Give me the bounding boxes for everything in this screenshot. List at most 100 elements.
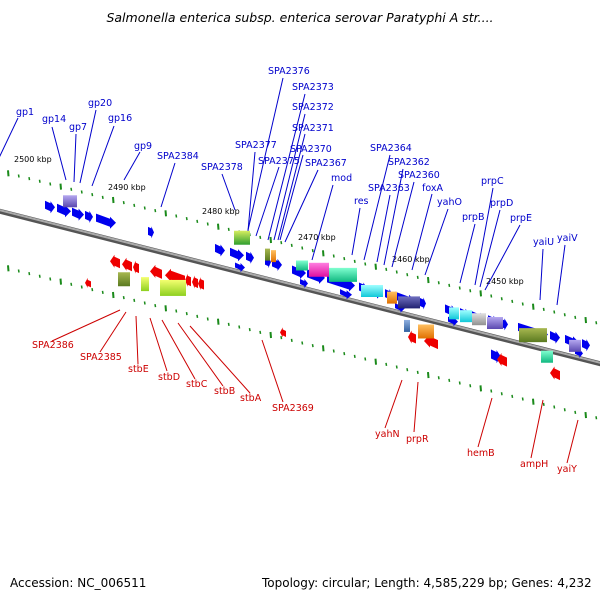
gene-label: SPA2384 [157, 151, 199, 162]
connector-line [135, 315, 139, 365]
connector-line [277, 133, 306, 241]
cog-box [487, 317, 503, 330]
gene-label: SPA2369 [272, 403, 314, 414]
tick-mark [206, 222, 209, 226]
connector-line [51, 309, 121, 342]
tick-mark [7, 170, 10, 177]
cog-box [63, 195, 77, 208]
tick-mark [185, 312, 188, 316]
connector-line [247, 77, 284, 231]
tick-mark [490, 294, 493, 298]
tick-mark [80, 190, 83, 194]
cog-box [329, 267, 357, 282]
tick-mark [374, 358, 377, 365]
gene-label: SPA2364 [370, 143, 412, 154]
connector-line [273, 113, 306, 241]
tick-mark [175, 214, 178, 218]
tick-mark [301, 246, 304, 250]
tick-mark [280, 336, 283, 340]
tick-mark [574, 410, 577, 415]
tick-mark [175, 309, 178, 313]
connector-line [484, 224, 521, 291]
cog-category-boxes [63, 195, 581, 363]
tick-mark [469, 384, 472, 388]
top-label-connectors [0, 77, 566, 306]
gene-label: SPA2386 [32, 340, 74, 351]
reverse-gene-arrow [150, 264, 162, 279]
tick-mark [301, 341, 304, 345]
kbp-label: 2450 kbp [486, 277, 524, 286]
gene-label: SPA2372 [292, 102, 334, 113]
tick-mark [206, 317, 209, 321]
connector-line [391, 181, 415, 268]
connector-line [284, 169, 319, 243]
connector-line [530, 399, 544, 459]
connector-line [279, 154, 304, 241]
tick-mark [196, 314, 199, 318]
topology-text: Topology: circular; Length: 4,585,229 bp… [261, 576, 592, 590]
tick-mark [164, 210, 167, 217]
gene-label: gp7 [69, 122, 87, 133]
tick-mark [406, 368, 409, 372]
tick-mark [227, 227, 230, 231]
tick-mark [122, 296, 125, 300]
forward-gene-arrow [85, 210, 93, 223]
tick-mark [217, 318, 220, 325]
cog-box [519, 328, 547, 343]
gene-label: SPA2385 [80, 352, 122, 363]
connector-line [73, 133, 77, 183]
cog-box [361, 285, 383, 297]
reverse-gene-arrow [192, 275, 198, 289]
reverse-gene-arrow [408, 330, 416, 344]
tick-mark [133, 203, 136, 207]
connector-line [177, 322, 224, 387]
connector-line [351, 207, 361, 256]
cog-box [404, 319, 410, 332]
tick-mark [70, 187, 73, 191]
connector-line [424, 208, 449, 276]
tick-mark [238, 325, 241, 329]
tick-mark [364, 357, 367, 361]
tick-mark [448, 283, 451, 287]
forward-gene-arrow [215, 243, 225, 257]
tick-mark [112, 291, 115, 299]
gene-label: stbB [214, 386, 235, 397]
reverse-gene-arrow [280, 327, 286, 338]
cog-box [541, 350, 553, 363]
cog-box [118, 272, 130, 287]
tick-mark [154, 304, 157, 308]
tick-mark [185, 217, 188, 221]
connector-line [161, 319, 196, 380]
tick-mark [322, 345, 325, 352]
tick-mark [469, 289, 472, 293]
connector-line [413, 381, 419, 433]
gene-label: SPA2378 [201, 162, 243, 173]
tick-mark [521, 397, 524, 401]
gene-label: stbE [128, 364, 149, 375]
tick-mark [49, 277, 52, 281]
kbp-label: 2470 kbp [298, 233, 336, 242]
tick-mark [427, 276, 430, 284]
tick-mark [553, 405, 556, 409]
forward-gene-arrow [420, 297, 426, 310]
tick-mark [406, 273, 409, 277]
tick-mark [80, 285, 83, 289]
gene-label: prpC [481, 176, 504, 187]
cog-box [569, 339, 581, 352]
bottom-gene-labels: SPA2386 SPA2385 stbE stbD stbC stbB stbA… [32, 340, 577, 475]
tick-mark [511, 394, 514, 398]
gene-label: res [354, 196, 369, 207]
tick-mark [385, 267, 388, 271]
forward-gene-arrow [96, 213, 116, 229]
tick-mark [563, 408, 566, 412]
connector-line [566, 419, 579, 464]
genome-backbone [0, 208, 600, 367]
tick-mark [311, 344, 314, 348]
cog-box [309, 262, 329, 277]
tick-mark [553, 310, 556, 314]
tick-mark [322, 250, 325, 257]
tick-mark [248, 328, 251, 332]
tick-mark [259, 235, 262, 239]
tick-mark [28, 272, 31, 276]
connector-line [261, 339, 284, 403]
